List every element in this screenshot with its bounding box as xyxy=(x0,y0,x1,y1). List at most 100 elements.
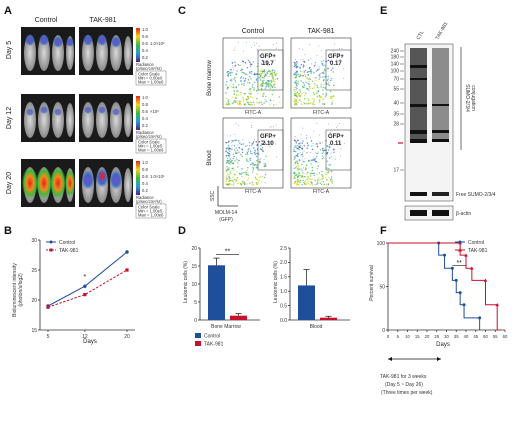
panel-b-significance: * xyxy=(83,274,86,281)
mouse-image-day12 xyxy=(21,94,133,142)
panel-d-bar-1-1 xyxy=(320,317,337,320)
panel-f-xtick-9: 45 xyxy=(473,334,478,339)
panel-f-marker-1-5 xyxy=(470,266,474,270)
treatment-note-2: (Three times per week) xyxy=(381,390,433,396)
panel-d-significance: ** xyxy=(225,248,231,255)
panel-f-significance: ** xyxy=(456,260,462,267)
panel-f-plot: 0 50 100 0 5 10 15 20 25 30 35 40 45 50 55 60 ** xyxy=(377,241,508,339)
panel-b: B Bioluminescent intensity (photon/s/log… xyxy=(4,225,135,345)
color-scale-box-2 xyxy=(135,203,167,219)
panel-d-ylabel-1: Leukemic cells (%) xyxy=(273,261,279,303)
mouse-image-day5 xyxy=(21,27,133,75)
sumo-bracket-label2: conjugation xyxy=(470,85,476,111)
panel-d-bar-1-0 xyxy=(298,285,315,320)
svg-text:2.10: 2.10 xyxy=(262,141,274,147)
panel-f-xtick-1: 5 xyxy=(397,334,400,339)
color-scale-box-1 xyxy=(135,138,167,154)
sumo-bracket-label: SUMO-2/3/4 xyxy=(464,84,470,112)
color-scale-ticks-1: 1.0 0.8 0.6 0.4 0.2 xyxy=(142,95,148,128)
panel-f-xtick-3: 15 xyxy=(415,334,420,339)
panel-f-ytick-2: 100 xyxy=(377,241,386,247)
panel-b-point-1-0 xyxy=(46,305,50,309)
panel-f-marker-1-9 xyxy=(495,302,499,307)
panel-d-ytick-0-4: 20 xyxy=(191,246,197,252)
panel-d-bar-0-0 xyxy=(208,265,225,320)
panel-d: D Leukemic cells (%) Leukemic cells (%) … xyxy=(178,225,350,348)
mw-marker-240: 240 xyxy=(391,49,400,55)
panel-f-legend-tak981: TAK-981 xyxy=(468,248,488,254)
svg-text:GFP+: GFP+ xyxy=(260,134,276,140)
svg-text:0.4: 0.4 xyxy=(142,181,148,186)
panel-b-ytick-0: 15 xyxy=(31,328,37,334)
panel-f-xtick-0: 0 xyxy=(387,334,390,339)
panel-f-xtick-2: 10 xyxy=(405,334,410,339)
panel-d-ytick-1-4: 2.0 xyxy=(280,260,287,266)
radiance-unit-0: Radiance xyxy=(136,62,154,67)
panel-a-day-label-2: Day 20 xyxy=(6,172,13,194)
panel-f-ytick-1: 50 xyxy=(379,284,385,290)
panel-d-ytick-0-1: 5 xyxy=(194,300,197,306)
svg-text:19.7: 19.7 xyxy=(262,61,274,67)
color-scale-ticks-0: 1.0 0.8 0.6 0.4 0.2 xyxy=(142,27,148,60)
panel-f-xtick-12: 60 xyxy=(503,334,508,339)
lane-label-tak981: TAK-981 xyxy=(435,21,450,41)
flow-gate-labels: GFP+ 19.7 GFP+ 0.17 GFP+ 2.10 GFP+ 0.11 xyxy=(260,54,344,147)
mw-marker-180: 180 xyxy=(391,55,400,61)
svg-text:0.6: 0.6 xyxy=(142,41,148,46)
panel-b-legend-control: Control xyxy=(59,240,75,246)
svg-text:GFP+: GFP+ xyxy=(260,54,276,60)
flow-plot-0 xyxy=(222,37,284,109)
panel-c-row-bonemarrow: Bone marrow xyxy=(207,59,213,95)
panel-f-legend-control: Control xyxy=(468,240,484,246)
panel-f-marker-1-7 xyxy=(483,278,488,282)
mw-marker-17: 17 xyxy=(393,168,399,174)
panel-d-chart-1: 0.0 0.5 1.0 1.5 2.0 2.5 Blood xyxy=(280,246,350,330)
panel-d-ytick-1-3: 1.5 xyxy=(280,275,287,281)
flow-plot-2 xyxy=(222,117,284,189)
panel-a-day-label-0: Day 5 xyxy=(6,41,13,59)
panel-d-ytick-0-3: 15 xyxy=(191,264,197,270)
panel-c-col-control: Control xyxy=(242,28,265,35)
svg-text:0.2: 0.2 xyxy=(142,188,148,193)
panel-f-xtick-10: 50 xyxy=(483,334,488,339)
panel-c-row-blood: Blood xyxy=(207,150,213,165)
flow-xaxis-1: FITC-A xyxy=(313,110,330,116)
panel-f-xtick-11: 55 xyxy=(493,334,498,339)
panel-a-col-control: Control xyxy=(35,17,58,24)
flow-xaxis-3: FITC-A xyxy=(313,189,330,195)
svg-text:GFP+: GFP+ xyxy=(328,54,344,60)
panel-b-ytick-3: 30 xyxy=(31,238,37,244)
panel-b-ylabel: Bioluminescent intensity xyxy=(12,263,18,317)
panel-b-ytick-2: 25 xyxy=(31,268,37,274)
mw-marker-55: 55 xyxy=(393,87,399,93)
svg-text:1.0: 1.0 xyxy=(142,95,148,100)
panel-b-xtick-0: 5 xyxy=(47,334,50,340)
panel-f-marker-0-13 xyxy=(478,316,482,320)
flow-legend-line2: (GFP) xyxy=(219,217,233,223)
flow-gate-3 xyxy=(325,129,352,171)
radiance-unit2-0: (p/sec/cm²/sr) xyxy=(136,66,162,71)
western-blot-main xyxy=(398,43,454,202)
panel-b-series-1 xyxy=(47,269,128,308)
radiance-unit2-2: (p/sec/cm²/sr) xyxy=(136,199,162,204)
panel-b-legend-tak981: TAK-981 xyxy=(59,248,79,254)
panel-f-marker-0-9 xyxy=(458,291,462,295)
panel-f-legend: Control TAK-981 xyxy=(455,240,488,254)
mw-marker-40: 40 xyxy=(393,101,399,107)
panel-d-legend: Control TAK-981 xyxy=(195,333,224,348)
color-scale-max-0: Max = 1.00e6 xyxy=(138,80,164,85)
panel-f-xtick-6: 30 xyxy=(444,334,449,339)
panel-b-xlabel: Days xyxy=(83,339,97,345)
color-scale-exp-1: ×10⁶ xyxy=(150,109,159,114)
panel-d-ytick-1-1: 0.5 xyxy=(280,303,287,309)
panel-b-series-0 xyxy=(47,251,128,307)
panel-a: A Control TAK-981 Day 5 1.0 0.8 0.6 0.4 … xyxy=(4,5,167,219)
color-scale-exp-0: 1.0×10⁶ xyxy=(150,41,165,46)
panel-c-label: C xyxy=(178,5,186,17)
panel-f-xtick-8: 40 xyxy=(464,334,469,339)
panel-b-ytick-1: 20 xyxy=(31,298,37,304)
panel-f-marker-0-3 xyxy=(443,253,447,257)
